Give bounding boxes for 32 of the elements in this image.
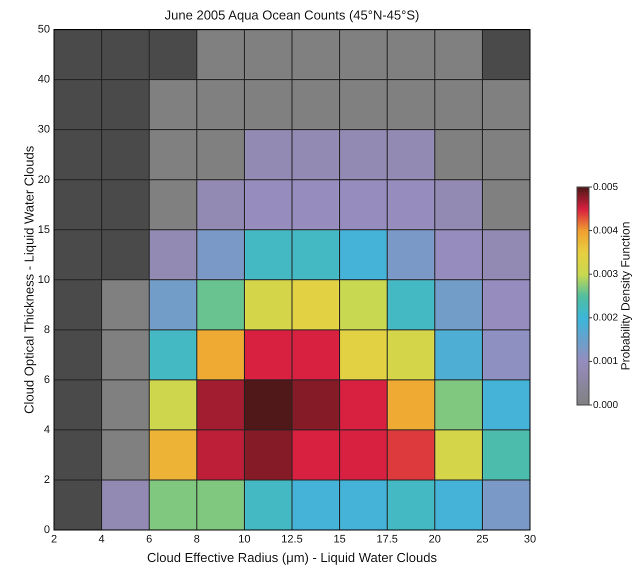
color-bar-label: 0.002	[593, 312, 618, 324]
text: 4	[98, 534, 105, 546]
text: 6	[146, 534, 152, 546]
text: 4	[44, 424, 50, 436]
text: 12.5	[281, 534, 303, 546]
text: 20	[428, 534, 441, 546]
text: 8	[194, 534, 200, 546]
text: 15	[38, 224, 50, 236]
color-bar-label: 0.004	[593, 225, 618, 236]
text: 0	[44, 524, 50, 536]
x-axis-title: Cloud Effective Radius (μm) - Liquid Water Clouds	[147, 550, 438, 566]
text: 20	[38, 174, 50, 186]
text: 50	[38, 24, 50, 36]
text: 30	[524, 534, 536, 546]
text: 6	[44, 374, 50, 386]
text: 15	[333, 534, 346, 546]
color-bar-label: 0.003	[593, 268, 618, 280]
text: 40	[38, 74, 50, 86]
text: 10	[38, 274, 50, 286]
text: 30	[38, 124, 50, 136]
text: 25	[476, 534, 489, 546]
color-bar-label: 0.001	[593, 356, 618, 368]
text: 10	[238, 534, 251, 546]
y-axis-title: Cloud Optical Thickness - Liquid Water Clouds	[22, 145, 37, 414]
chart-title: June 2005 Aqua Ocean Counts (45°N-45°S)	[164, 7, 420, 22]
color-bar-title: Probability Density Function	[618, 222, 632, 370]
color-bar-label: 0.005	[593, 182, 618, 193]
text: 8	[44, 324, 50, 336]
text: 2	[50, 534, 58, 546]
text: 17.5	[376, 534, 398, 546]
text: 2	[44, 474, 50, 486]
color-bar-label: 0.000	[593, 400, 618, 411]
